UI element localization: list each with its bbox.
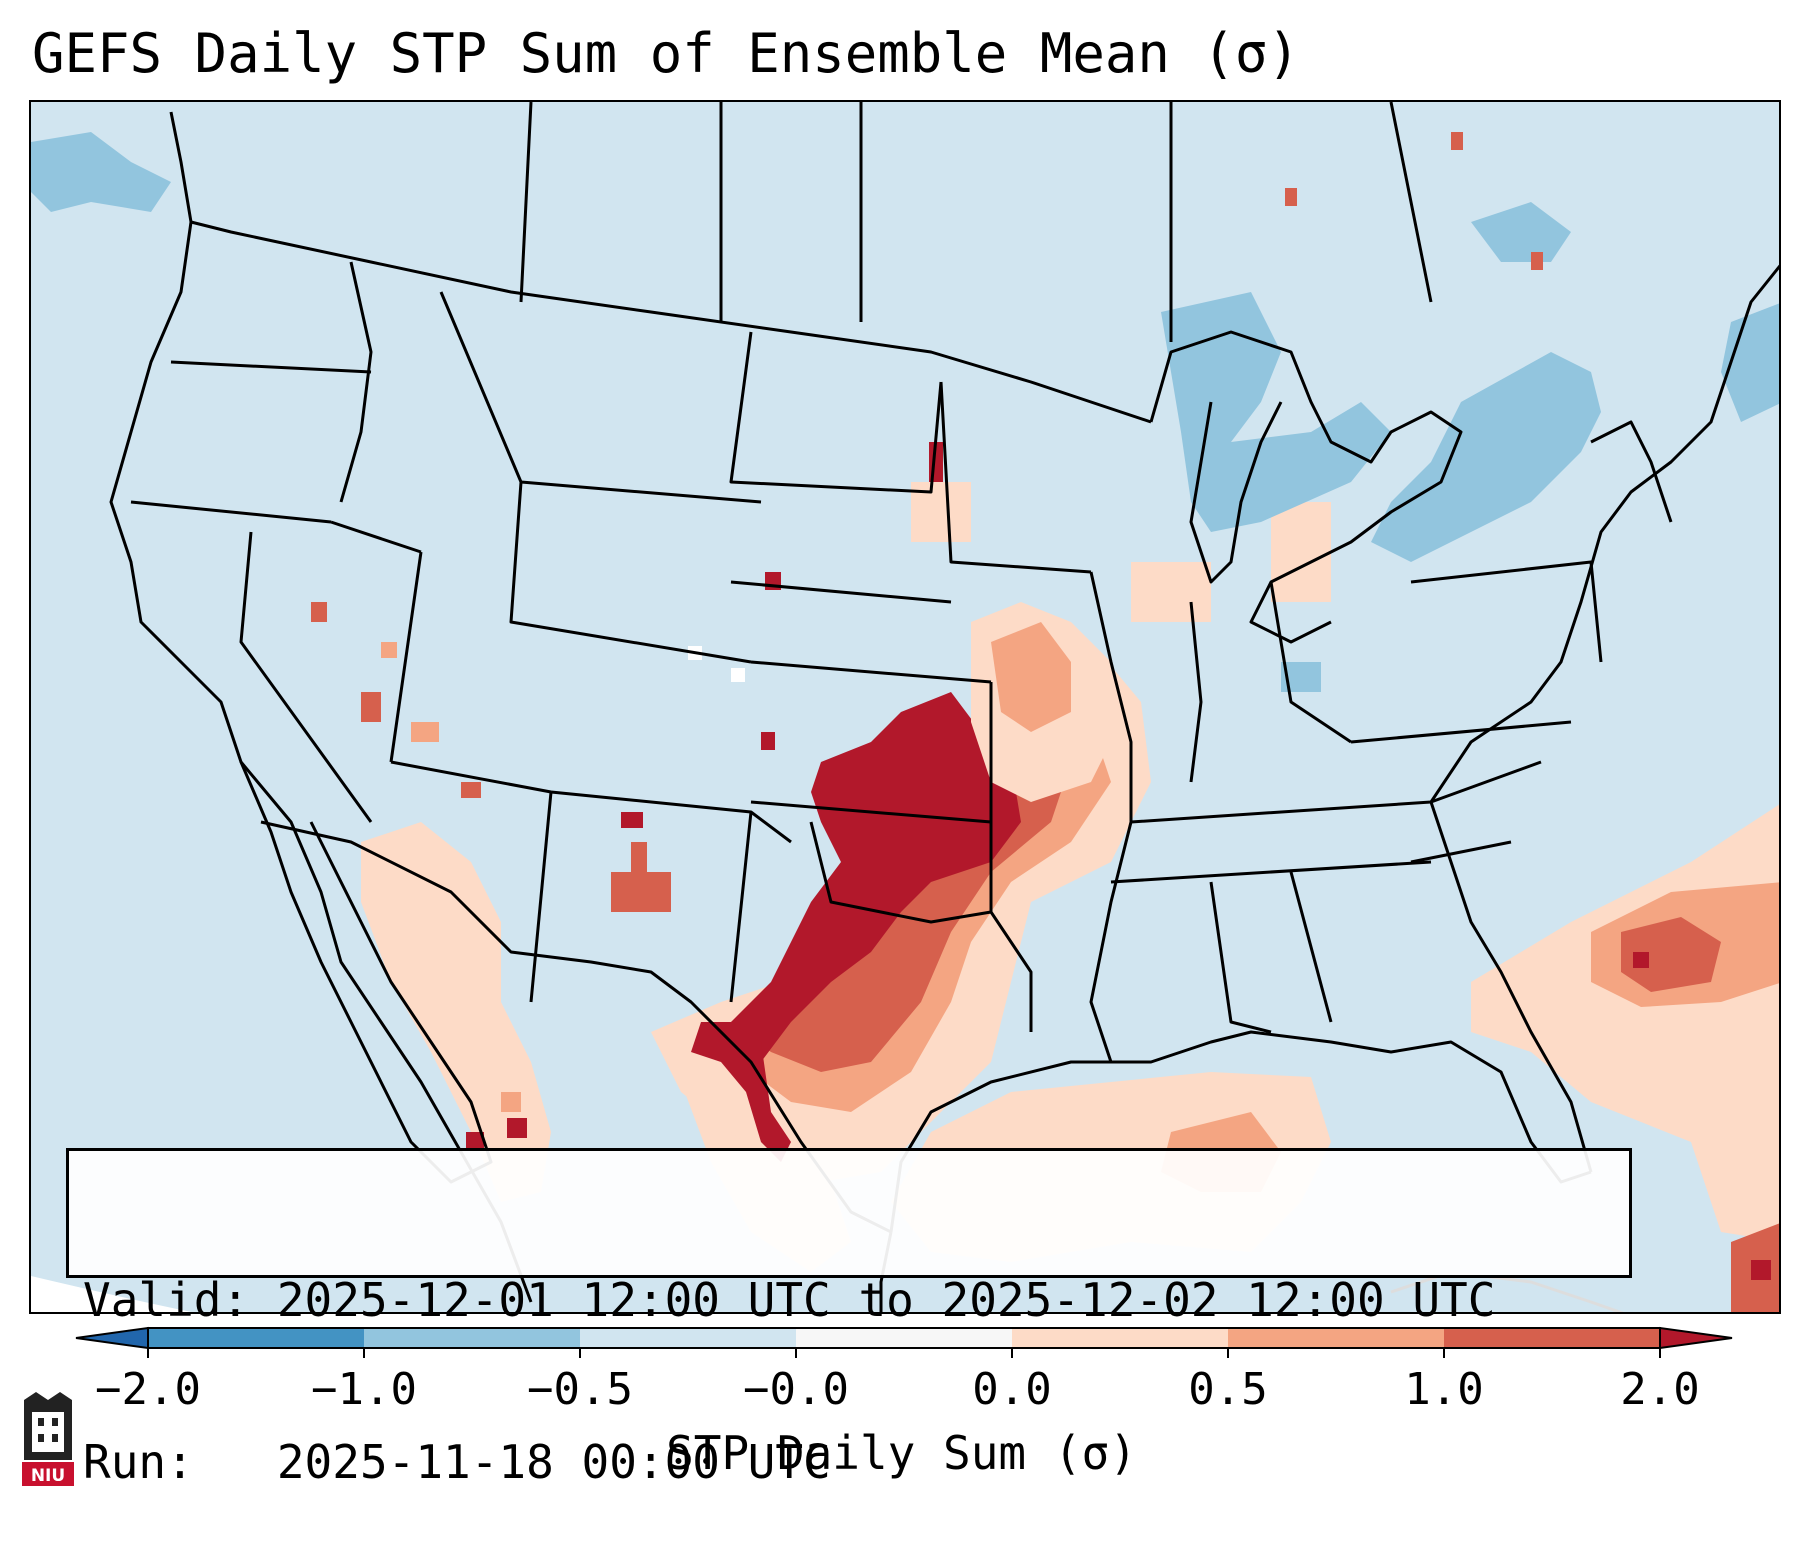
valid-time-text: Valid: 2025-12-01 12:00 UTC to 2025-12-0…: [83, 1273, 1496, 1327]
plains-max-shading: [731, 692, 1021, 1062]
state-line-nc-sc: [1410, 840, 1512, 864]
mexico-cell-1: [501, 1092, 521, 1112]
colorbar-tick-label: 1.0: [1404, 1364, 1483, 1415]
colorado-white-2: [731, 668, 745, 682]
colorbar-segment: [1228, 1328, 1445, 1348]
arizona-dark-1: [361, 692, 381, 722]
state-line-oh: [1269, 581, 1352, 744]
colorbar-under-extension: [75, 1326, 149, 1350]
new-england: [1590, 420, 1673, 523]
state-line-az-nm: [529, 791, 553, 1003]
state-line-ut-az: [390, 760, 552, 794]
state-line-nv-ut: [389, 551, 423, 763]
colorbar-segment: [364, 1328, 581, 1348]
stp-shading: [31, 132, 1779, 1312]
nm-max-cell-1: [621, 812, 643, 828]
ohio-valley-light-2: [1271, 502, 1331, 602]
colorbar-tick-label: −0.0: [743, 1364, 849, 1415]
projection-edge: [31, 1276, 192, 1312]
west-texas-max-shading: [691, 1022, 791, 1162]
state-line-ok-tx: [809, 821, 992, 924]
state-line-dakotas: [729, 331, 943, 494]
cuba-coastline: [1390, 1270, 1625, 1312]
colorbar-tick-label: −0.5: [527, 1364, 633, 1415]
colorbar-tick-label: 2.0: [1620, 1364, 1699, 1415]
state-line-mo-ar: [989, 682, 1033, 1032]
nm-medium-1: [611, 872, 671, 912]
maine-negative: [1721, 303, 1779, 422]
colorbar-segment: [148, 1328, 365, 1348]
arizona-medium-1: [411, 722, 439, 742]
colorbar-tick-label: 0.0: [972, 1364, 1051, 1415]
canada-provinces: [519, 102, 1433, 342]
colorbar-tick-label: −2.0: [95, 1364, 201, 1415]
ohio-valley-light-1: [1131, 562, 1211, 622]
quebec-negative: [1471, 202, 1571, 262]
colorbar: −2.0 −1.0 −0.5 −0.0 0.0 0.5 1.0 2.0: [75, 1326, 1733, 1415]
state-line-wa-or: [170, 360, 372, 374]
state-line-ks-ok: [750, 800, 992, 824]
logo-text: NIU: [31, 1466, 65, 1486]
pacific-coastline: [109, 111, 533, 1303]
mexico-cell-2: [507, 1118, 527, 1138]
mexico-cell-3: [466, 1132, 484, 1150]
stp-map: [31, 102, 1779, 1312]
nevada-medium: [311, 602, 327, 622]
logo-banner: [22, 1462, 74, 1486]
map-panel: [29, 100, 1781, 1314]
colorbar-label: STP Daily Sum (σ): [666, 1426, 1137, 1480]
lake-max-cell: [1531, 252, 1543, 270]
arizona-dark-2: [461, 782, 481, 798]
colorbar-over-extension: [1659, 1326, 1733, 1350]
state-line-mt-id: [339, 261, 373, 503]
midwest-medium-shading: [991, 622, 1071, 732]
run-time-text: Run: 2025-11-18 00:00 UTC: [83, 1435, 831, 1489]
state-line-va-nc: [1350, 720, 1572, 744]
atlantic-dark-shading: [1621, 917, 1721, 992]
atlantic-coastline: [1429, 264, 1779, 1173]
state-line-pa-ny: [1410, 560, 1603, 663]
logo-building-icon: [32, 1412, 64, 1452]
logo-windows-icon: [38, 1418, 58, 1442]
caribbean-max-cell: [1751, 1260, 1771, 1280]
canada-max-cell-1: [1451, 132, 1463, 150]
utah-light: [381, 642, 397, 658]
pacific-negative: [31, 132, 171, 212]
state-line-ca-nv: [239, 531, 373, 823]
state-line-wy-co: [509, 481, 752, 664]
colorbar-tick-label: −1.0: [311, 1364, 417, 1415]
colorbar-tick-label: 0.5: [1188, 1364, 1267, 1415]
state-line-id-nv: [330, 520, 422, 554]
colorbar-frame: [147, 1327, 1661, 1349]
colorbar-segment: [580, 1328, 797, 1348]
valid-run-info-box: Valid: 2025-12-01 12:00 UTC to 2025-12-0…: [66, 1148, 1632, 1489]
state-line-al-ga: [1209, 881, 1272, 1034]
state-line-mt-wy: [439, 291, 762, 504]
colorbar-segment: [1012, 1328, 1229, 1348]
state-line-il-in: [1189, 601, 1203, 783]
state-line-ne-ks: [750, 660, 992, 684]
state-line-tn-al: [1110, 860, 1432, 884]
canada-border: [190, 220, 1152, 424]
state-line-ky-tn: [1130, 760, 1542, 824]
state-line-co-nm: [550, 790, 792, 844]
gulf-coastline: [889, 1030, 1592, 1233]
colorbar-segment: [796, 1328, 1013, 1348]
state-line-or-ca: [130, 500, 332, 524]
niu-logo: NIU: [22, 1392, 74, 1486]
great-lakes-negative: [1161, 292, 1391, 532]
atlantic-max-cell: [1633, 952, 1649, 968]
great-lakes-shore: [1149, 330, 1463, 644]
state-line-sd-ne: [730, 580, 952, 604]
michigan-shore: [1189, 401, 1283, 584]
state-line-ga-sc: [1289, 871, 1333, 1023]
state-line-mn-ia: [939, 381, 1092, 574]
canada-max-cell-2: [1285, 188, 1297, 206]
map-title: GEFS Daily STP Sum of Ensemble Mean (σ): [32, 22, 1300, 85]
state-line-nm-tx: [729, 811, 753, 1003]
nm-max-cell-2: [631, 842, 647, 876]
nm-max-cell-3: [761, 732, 775, 750]
colorbar-segment: [1444, 1328, 1661, 1348]
northeast-negative: [1371, 352, 1601, 562]
